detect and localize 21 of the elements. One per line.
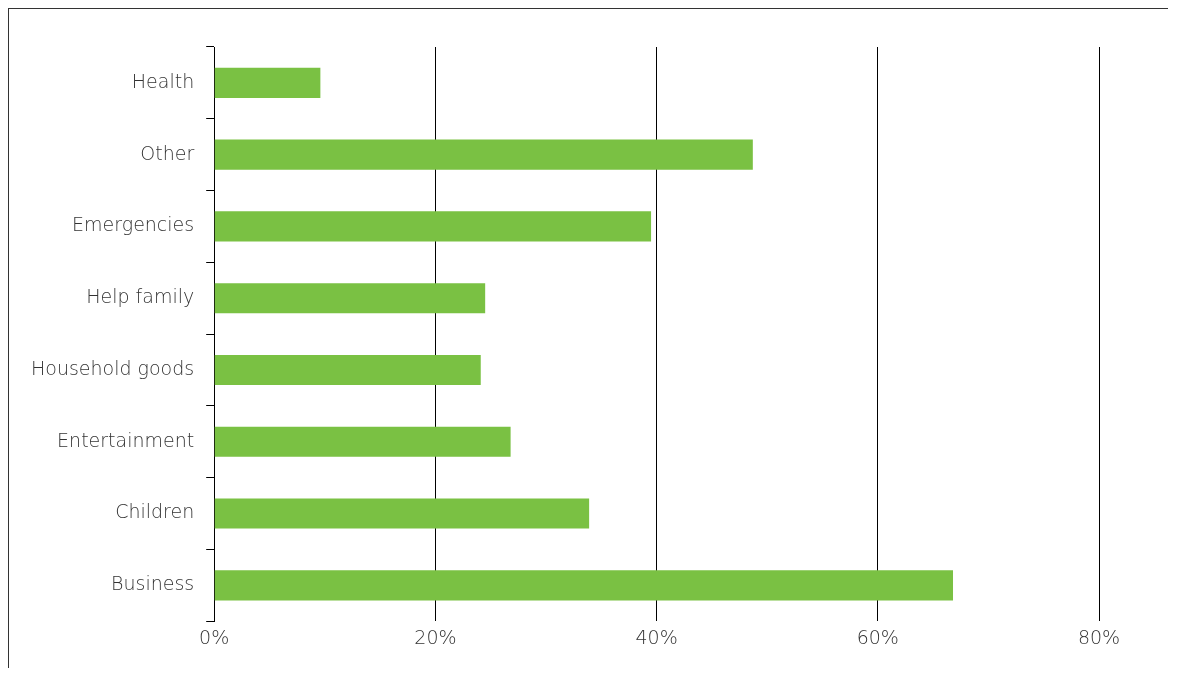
y-tick-label: Health: [131, 69, 195, 92]
y-tick-label: Business: [110, 572, 195, 595]
y-tick-label: Other: [140, 141, 195, 164]
y-tick-label: Emergencies: [72, 213, 195, 236]
x-tick-label: 60%: [856, 625, 899, 648]
bar: [214, 354, 481, 386]
bar: [214, 211, 652, 242]
bar: [214, 426, 511, 457]
bar: [214, 283, 486, 314]
y-tick-label: Help family: [86, 285, 195, 308]
x-tick-label: 40%: [635, 625, 678, 648]
bar: [214, 570, 954, 601]
y-tick-label: Children: [115, 500, 195, 523]
x-tick-label: 20%: [414, 625, 457, 648]
y-tick-label: Household goods: [30, 356, 195, 379]
x-tick-label: 0%: [199, 625, 230, 648]
bar: [214, 67, 321, 98]
bar: [214, 139, 753, 170]
y-tick-label: Entertainment: [57, 428, 195, 451]
x-tick-label: 80%: [1077, 625, 1121, 648]
bar: [214, 498, 590, 529]
